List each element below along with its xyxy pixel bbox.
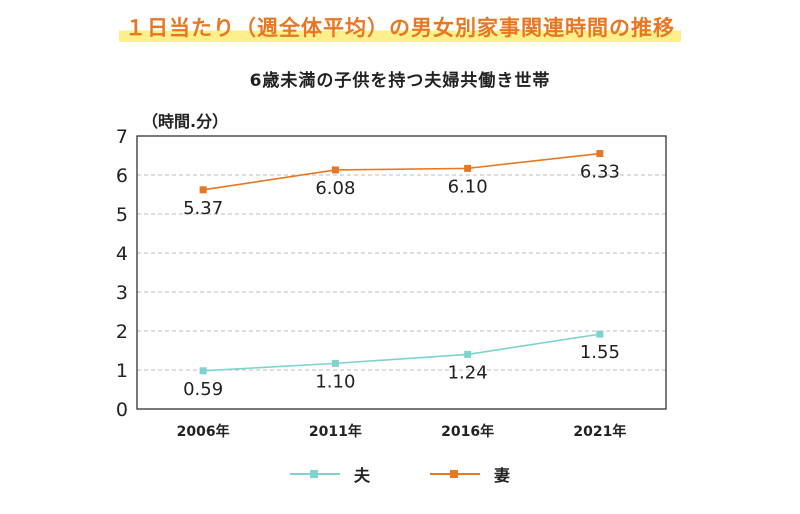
legend-marker-husband: [310, 470, 318, 478]
x-tick-label-2011年: 2011年: [309, 423, 362, 440]
data-point-wife-0: [199, 186, 207, 194]
y-tick-label-6: 6: [116, 165, 128, 187]
data-label-wife-0: 5.37: [183, 198, 223, 219]
chart-subtitle: 6歳未満の子供を持つ夫婦共働き世帯: [249, 71, 551, 91]
y-tick-label-3: 3: [116, 282, 128, 304]
series-line-wife: [203, 152, 600, 191]
data-point-husband-0: [199, 367, 207, 375]
legend-line-wife: [430, 470, 480, 478]
data-point-wife-1: [331, 166, 339, 174]
legend-item-husband: 夫: [290, 462, 370, 486]
data-label-husband-0: 0.59: [183, 379, 223, 400]
y-tick-label-0: 0: [116, 399, 128, 421]
legend-item-wife: 妻: [430, 462, 510, 486]
y-tick-label-7: 7: [116, 126, 128, 148]
chart-title-wrap: １日当たり（週全体平均）の男女別家事関連時間の推移: [0, 12, 800, 44]
data-point-wife-2: [464, 164, 472, 172]
data-point-husband-1: [331, 359, 339, 367]
legend-label-husband: 夫: [354, 466, 371, 485]
y-tick-label-5: 5: [116, 204, 128, 226]
data-point-husband-2: [464, 350, 472, 358]
data-label-husband-1: 1.10: [315, 371, 355, 392]
data-label-wife-2: 6.10: [448, 176, 488, 197]
x-tick-label-2006年: 2006年: [177, 423, 230, 440]
series-line-husband: [203, 333, 600, 372]
x-tick-label-2021年: 2021年: [573, 423, 626, 440]
data-label-wife-3: 6.33: [580, 162, 620, 183]
data-label-wife-1: 6.08: [315, 178, 355, 199]
plot-area-frame: [136, 135, 667, 410]
y-tick-label-2: 2: [116, 321, 128, 343]
data-label-husband-3: 1.55: [580, 342, 620, 363]
legend-label-wife: 妻: [494, 466, 511, 485]
legend: 夫 妻: [0, 462, 800, 486]
y-axis-unit-label: （時間.分）: [142, 112, 229, 131]
data-label-husband-2: 1.24: [448, 362, 488, 383]
y-tick-label-4: 4: [116, 243, 128, 265]
legend-marker-wife: [450, 470, 458, 478]
y-tick-label-1: 1: [116, 360, 128, 382]
legend-line-husband: [290, 470, 340, 478]
x-tick-label-2016年: 2016年: [441, 423, 494, 440]
data-point-husband-3: [596, 330, 604, 338]
chart-title: １日当たり（週全体平均）の男女別家事関連時間の推移: [119, 12, 681, 44]
data-point-wife-3: [596, 150, 604, 158]
